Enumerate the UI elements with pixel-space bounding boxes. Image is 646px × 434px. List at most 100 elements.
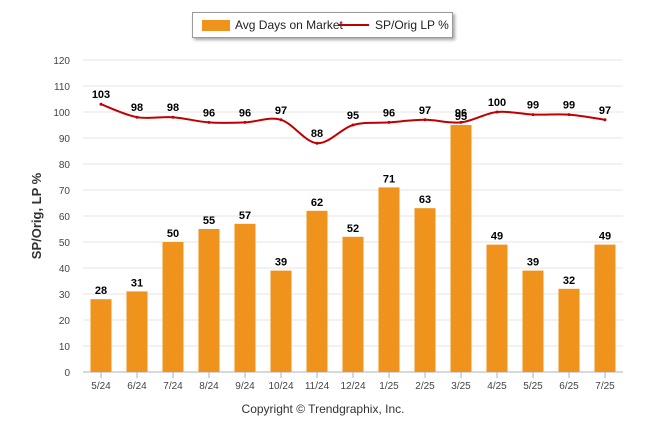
bar-data-label: 28 xyxy=(95,285,107,297)
line-data-label: 103 xyxy=(92,89,110,101)
line-data-label: 96 xyxy=(239,107,251,119)
bar[interactable] xyxy=(378,187,400,372)
x-axis: 5/24 6/24 7/24 8/24 9/24 10/24 11/24 12/24 1/25 2… xyxy=(83,371,623,392)
line-point[interactable] xyxy=(459,120,463,124)
bar-data-label: 31 xyxy=(131,277,143,289)
x-tick-label: 11/24 xyxy=(305,381,330,392)
x-tick-label: 6/25 xyxy=(559,381,579,392)
x-tick-label: 7/24 xyxy=(163,381,183,392)
x-tick-label: 9/24 xyxy=(235,381,255,392)
x-tick-label: 7/25 xyxy=(595,381,615,392)
y-tick-label: 20 xyxy=(59,316,71,327)
line-data-label: 99 xyxy=(527,100,539,112)
bar-data-label: 39 xyxy=(275,257,287,269)
x-tick-label: 6/24 xyxy=(127,381,147,392)
bar[interactable] xyxy=(234,223,256,372)
line-point[interactable] xyxy=(351,123,355,127)
x-tick-label: 2/25 xyxy=(415,381,435,392)
line-point[interactable] xyxy=(531,113,535,117)
bar[interactable] xyxy=(450,125,472,372)
bar[interactable] xyxy=(594,244,616,372)
line-data-label: 95 xyxy=(347,110,359,122)
bar-data-label: 63 xyxy=(419,194,431,206)
bar-data-label: 49 xyxy=(491,231,503,243)
bar[interactable] xyxy=(126,291,148,372)
x-tick-label: 10/24 xyxy=(268,381,293,392)
y-tick-label: 60 xyxy=(59,212,71,223)
legend-label-bar: Avg Days on Market xyxy=(235,18,343,32)
line-point[interactable] xyxy=(243,120,247,124)
bar-data-label: 55 xyxy=(203,215,215,227)
y-axis: 0 10 20 30 40 50 60 70 80 90 100 110 120 xyxy=(53,56,70,379)
y-tick-label: 70 xyxy=(59,186,71,197)
line-point[interactable] xyxy=(135,115,139,119)
y-tick-label: 40 xyxy=(59,264,71,275)
bar[interactable] xyxy=(342,236,364,372)
y-tick-label: 10 xyxy=(59,342,71,353)
bar[interactable] xyxy=(558,288,580,372)
bar[interactable] xyxy=(306,210,328,372)
bar-data-label: 49 xyxy=(599,231,611,243)
bar[interactable] xyxy=(414,208,436,372)
y-tick-label: 80 xyxy=(59,160,71,171)
bar-data-label: 32 xyxy=(563,275,575,287)
y-tick-label: 120 xyxy=(53,56,70,67)
line-data-label: 88 xyxy=(311,128,323,140)
legend-label-line: SP/Orig LP % xyxy=(375,18,449,32)
line-point[interactable] xyxy=(171,115,175,119)
legend-item-line[interactable]: SP/Orig LP % xyxy=(339,18,449,32)
line-series xyxy=(99,102,607,145)
line-point[interactable] xyxy=(603,118,607,122)
x-tick-label: 12/24 xyxy=(340,381,365,392)
legend-item-bar[interactable]: Avg Days on Market xyxy=(202,18,343,32)
x-tick-label: 5/24 xyxy=(91,381,111,392)
y-axis-label: SP/Orig, LP % xyxy=(29,172,44,259)
bar-data-label: 52 xyxy=(347,223,359,235)
bar[interactable] xyxy=(90,299,112,372)
bar-data-label: 50 xyxy=(167,228,179,240)
line-point[interactable] xyxy=(315,141,319,145)
x-tick-label: 5/25 xyxy=(523,381,543,392)
line-point[interactable] xyxy=(387,120,391,124)
x-tick-label: 8/24 xyxy=(199,381,219,392)
x-tick-label: 1/25 xyxy=(379,381,399,392)
y-tick-label: 90 xyxy=(59,134,71,145)
line-point[interactable] xyxy=(99,102,103,106)
x-tick-label: 3/25 xyxy=(451,381,471,392)
line-point[interactable] xyxy=(423,118,427,122)
line-point[interactable] xyxy=(279,118,283,122)
bar-data-label: 57 xyxy=(239,210,251,222)
line-data-label: 96 xyxy=(203,107,215,119)
bar[interactable] xyxy=(198,229,220,372)
y-tick-label: 100 xyxy=(53,108,70,119)
line-data-label: 97 xyxy=(419,105,431,117)
line-point[interactable] xyxy=(567,113,571,117)
line-data-label: 97 xyxy=(275,105,287,117)
y-tick-label: 110 xyxy=(54,82,70,93)
line-data-label: 98 xyxy=(131,102,143,114)
line-point[interactable] xyxy=(207,120,211,124)
bar-series xyxy=(90,125,616,372)
legend-bar-swatch xyxy=(202,19,230,31)
line-data-label: 96 xyxy=(455,107,467,119)
bar[interactable] xyxy=(270,270,292,372)
bar-data-label: 62 xyxy=(311,197,323,209)
y-tick-label: 0 xyxy=(64,368,70,379)
y-tick-label: 50 xyxy=(59,238,71,249)
bar-data-labels: 28 31 50 55 57 39 62 52 71 63 95 49 39 32 49 xyxy=(95,111,611,297)
line-point[interactable] xyxy=(495,110,499,114)
line-data-label: 98 xyxy=(167,102,179,114)
line-data-label: 97 xyxy=(599,105,611,117)
x-tick-label: 4/25 xyxy=(487,381,507,392)
bar[interactable] xyxy=(522,270,544,372)
line-data-label: 100 xyxy=(488,97,506,109)
bar[interactable] xyxy=(162,242,184,372)
line-data-label: 99 xyxy=(563,100,575,112)
bar-data-label: 39 xyxy=(527,257,539,269)
copyright-credit: Copyright © Trendgraphix, Inc. xyxy=(241,402,405,416)
bar[interactable] xyxy=(486,244,508,372)
legend: Avg Days on Market SP/Orig LP % xyxy=(192,12,453,38)
bar-data-label: 71 xyxy=(383,173,395,185)
